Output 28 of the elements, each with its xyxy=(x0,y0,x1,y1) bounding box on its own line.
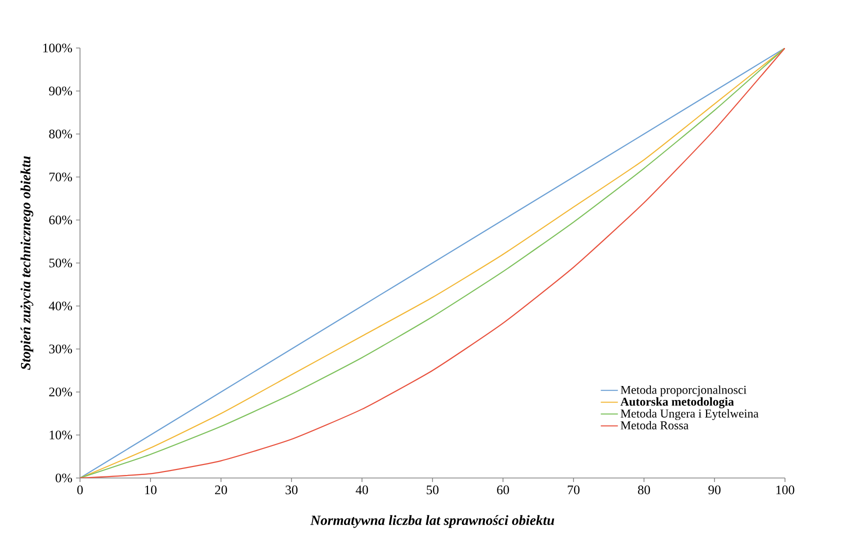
y-tick-label: 70% xyxy=(50,172,72,182)
x-tick-label: 20 xyxy=(215,486,228,494)
x-tick-label: 60 xyxy=(497,486,510,494)
y-tick-label: 60% xyxy=(49,216,72,224)
y-tick-label: 100% xyxy=(43,44,72,52)
legend-label: Metoda Rossa xyxy=(620,420,689,430)
x-tick-label: 90 xyxy=(708,486,721,494)
y-tick-label: 30% xyxy=(49,344,72,354)
x-tick-label: 70 xyxy=(568,486,580,494)
y-tick-label: 0% xyxy=(56,474,72,482)
y-axis-title: Stopień zużycia technicznego obiektu xyxy=(20,156,34,370)
y-tick-label: 10% xyxy=(50,430,72,440)
legend-label: Autorska metodologia xyxy=(620,397,734,408)
x-tick-label: 0 xyxy=(77,486,83,494)
y-tick-label: 90% xyxy=(49,86,72,96)
y-tick-label: 40% xyxy=(48,302,72,310)
y-tick-label: 50% xyxy=(49,258,72,268)
x-tick-label: 40 xyxy=(356,486,368,494)
y-tick-label: 80% xyxy=(49,130,72,138)
x-tick-label: 50 xyxy=(426,486,439,494)
x-tick-label: 80 xyxy=(638,486,650,494)
legend-label: Metoda proporcjonalnosci xyxy=(620,385,746,396)
y-tick-label: 20% xyxy=(49,388,72,396)
x-tick-label: 30 xyxy=(286,486,298,494)
legend-label: Metoda Ungera i Eytelweina xyxy=(620,409,758,420)
x-tick-label: 10 xyxy=(145,486,157,494)
x-axis-title: Normatywna liczba lat sprawności obiektu xyxy=(310,515,554,528)
x-tick-label: 100 xyxy=(776,486,794,494)
